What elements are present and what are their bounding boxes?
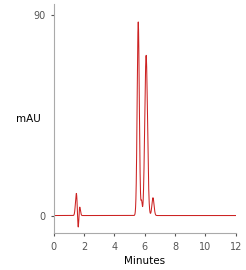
X-axis label: Minutes: Minutes [124, 256, 165, 266]
Y-axis label: mAU: mAU [16, 114, 41, 124]
